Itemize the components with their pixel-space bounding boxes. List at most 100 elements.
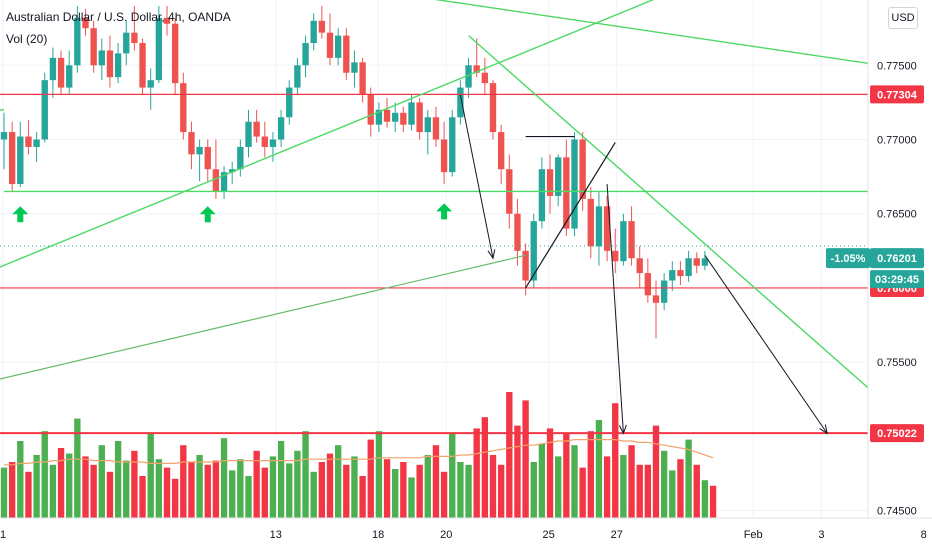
volume-bar — [90, 464, 97, 518]
candle-body — [0, 132, 8, 140]
volume-bar — [677, 459, 684, 518]
candle-body — [432, 117, 440, 140]
candle-body — [473, 65, 480, 73]
candle-body — [286, 87, 293, 118]
volume-bar — [416, 464, 423, 518]
candle-body — [579, 139, 586, 199]
volume-bar — [693, 464, 700, 518]
time-tick-label: 20 — [440, 529, 452, 541]
candle-body — [180, 83, 187, 133]
volume-bar — [489, 455, 497, 518]
volume-bar — [546, 428, 554, 518]
volume-bar — [538, 443, 546, 518]
price-tick-label: 0.76500 — [877, 209, 917, 221]
time-tick-label: 8 — [921, 529, 927, 541]
candle-body — [701, 258, 709, 266]
projection-arrow — [704, 255, 828, 434]
rising-trendline — [0, 0, 655, 268]
candle-body — [343, 35, 350, 73]
volume-bar — [432, 445, 440, 518]
candle-body — [571, 139, 578, 229]
time-axis[interactable] — [0, 518, 868, 550]
candle-body — [326, 32, 334, 58]
volume-bar — [25, 471, 32, 518]
candle-body — [481, 72, 489, 84]
plot-area[interactable] — [0, 0, 868, 518]
volume-bar — [440, 471, 448, 518]
volume-bar — [603, 456, 611, 518]
countdown-tag — [870, 270, 924, 289]
candle-body — [457, 87, 464, 118]
volume-legend[interactable]: Vol (20) — [6, 32, 48, 46]
candle-body — [522, 250, 529, 281]
level-price-tag-label: 0.77304 — [877, 89, 918, 101]
volume-bar — [343, 464, 350, 518]
candle-body — [449, 117, 456, 173]
volume-bar — [367, 439, 374, 518]
volume-bar — [106, 471, 114, 518]
volume-bar — [457, 462, 464, 518]
volume-bar — [481, 417, 489, 518]
volume-bar — [473, 428, 480, 518]
currency-button[interactable]: USD — [888, 7, 918, 29]
time-tick-label: Feb — [744, 529, 763, 541]
volume-bar — [114, 441, 122, 518]
volume-bar — [196, 455, 203, 518]
volume-bar — [74, 418, 81, 518]
falling-trendline — [468, 35, 877, 396]
candle-body — [131, 32, 138, 44]
projection-arrow-head — [618, 424, 627, 435]
current-price-tag — [870, 248, 924, 269]
candle-body — [546, 169, 554, 196]
price-tick-label: 0.77500 — [877, 60, 917, 72]
candle-body — [253, 121, 260, 137]
volume-bar — [237, 459, 244, 518]
volume-bar — [49, 464, 57, 518]
volume-bar — [375, 431, 383, 518]
volume-bar — [310, 471, 317, 518]
candle-body — [269, 139, 277, 147]
candle-body — [514, 213, 521, 251]
volume-bar — [652, 425, 660, 518]
change-tag-label: -1.05% — [831, 253, 866, 265]
drawings[interactable] — [0, 0, 932, 435]
change-tag — [826, 248, 870, 269]
volume-bar — [595, 420, 603, 518]
candle-body — [652, 295, 660, 303]
volume-bar — [660, 450, 668, 518]
volume-bar — [82, 456, 89, 518]
volume-bar — [563, 434, 570, 518]
volume-bar — [685, 439, 692, 518]
volume-bar — [636, 464, 643, 518]
horizontal-levels[interactable] — [0, 93, 868, 435]
volume-bar — [277, 441, 285, 518]
up-arrow-icon — [12, 206, 29, 223]
up-arrow-icon — [199, 206, 216, 223]
candle-body — [74, 17, 81, 66]
candle-body — [465, 65, 472, 88]
volume-bar — [612, 403, 619, 518]
symbol-legend[interactable]: Australian Dollar / U.S. Dollar, 4h, OAN… — [6, 10, 231, 24]
candle-body — [359, 62, 366, 95]
candle-body — [644, 273, 652, 296]
volume-bar — [579, 467, 586, 518]
candle-body — [595, 206, 603, 247]
volume-bar — [286, 463, 293, 518]
candle-body — [188, 132, 195, 155]
candle-body — [530, 221, 537, 281]
volume-bar — [334, 445, 342, 518]
projection-arrow-head — [819, 424, 828, 435]
volume-bar — [351, 456, 358, 518]
candle-body — [33, 139, 40, 147]
candle-body — [17, 136, 24, 185]
time-tick-label: 27 — [611, 529, 623, 541]
projection-arrow — [459, 94, 494, 259]
volume-bar — [33, 455, 40, 518]
candle-body — [245, 121, 252, 147]
candle-body — [294, 65, 301, 88]
volume-bar — [204, 464, 211, 518]
candle-body — [212, 169, 220, 192]
volume-bar — [628, 445, 635, 518]
